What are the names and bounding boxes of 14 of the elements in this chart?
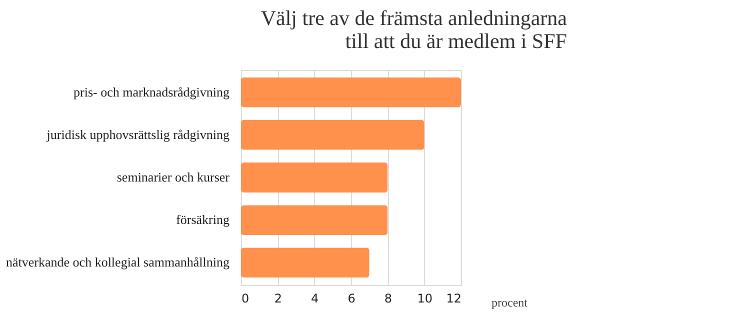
x-tick-label: 0 xyxy=(242,292,250,306)
y-tick-label: seminarier och kurser xyxy=(116,170,230,184)
y-tick-label: juridisk upphovsrättslig rådgivning xyxy=(46,126,230,142)
y-tick-label: försäkring xyxy=(176,212,230,228)
x-tick-label: 12 xyxy=(446,292,462,306)
x-tick-label: 6 xyxy=(348,292,356,306)
x-tick-label: 8 xyxy=(384,292,392,306)
x-tick-label: 10 xyxy=(417,292,432,306)
x-axis-title: procent xyxy=(492,296,528,310)
y-tick-label: pris- och marknadsrådgivning xyxy=(74,84,230,100)
x-tick-label: 4 xyxy=(311,292,319,306)
y-tick-label: nätverkande och kollegial sammanhållning xyxy=(6,254,230,270)
x-tick-label: 2 xyxy=(274,292,282,306)
chart-title: Välj tre av de främsta anledningarna till att du är medlem i SFF xyxy=(260,6,568,53)
